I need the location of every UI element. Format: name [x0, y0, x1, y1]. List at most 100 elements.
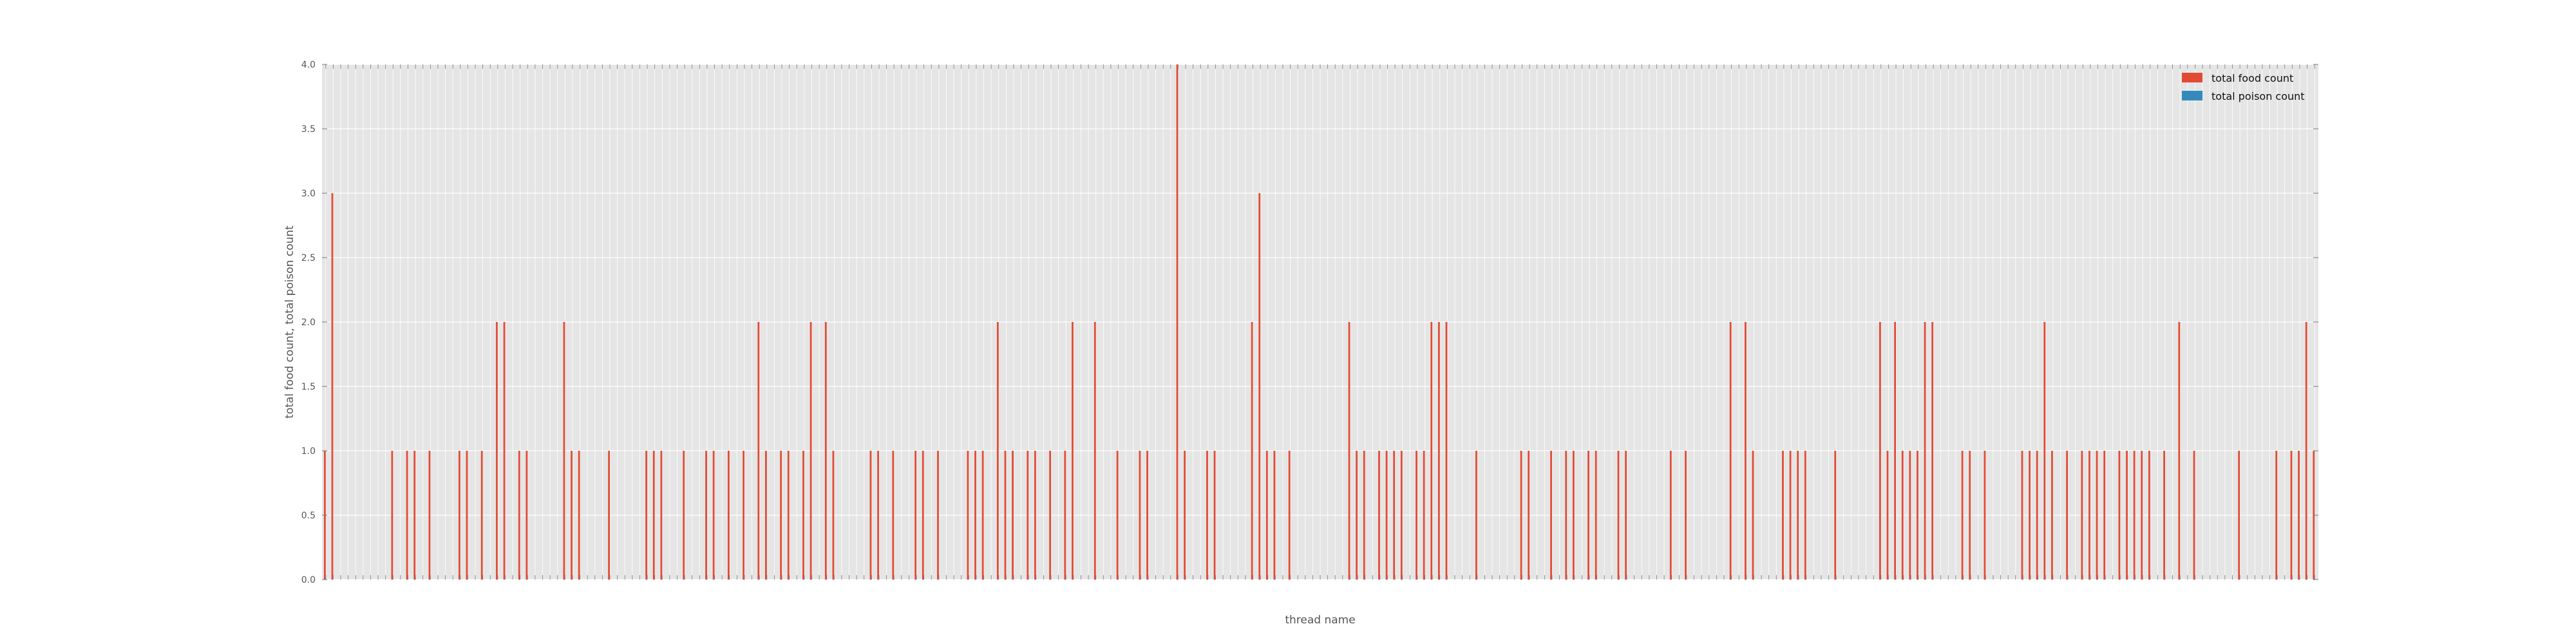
y-tick-label: 2.5 — [301, 253, 316, 263]
bar-food — [1072, 322, 1074, 580]
bar-food — [1206, 451, 1208, 580]
bar-food — [2178, 322, 2181, 580]
bar-food — [496, 322, 498, 580]
bar-food — [2066, 451, 2069, 580]
bar-food — [1049, 451, 1052, 580]
bar-food — [914, 451, 917, 580]
bar-food — [2148, 451, 2150, 580]
bar-food — [2051, 451, 2053, 580]
bar-food — [1984, 451, 1986, 580]
bar-food — [1969, 451, 1971, 580]
bar-food — [743, 451, 744, 580]
bar-food — [406, 451, 408, 580]
bar-food — [757, 322, 760, 580]
y-tick-label: 1.0 — [301, 446, 316, 457]
bar-food — [1804, 451, 1806, 580]
bar-food — [391, 451, 393, 580]
bar-food — [1363, 451, 1365, 580]
bar-food — [1385, 451, 1388, 580]
bar-food — [652, 451, 655, 580]
bar-food — [1961, 451, 1964, 580]
bar-food — [1669, 451, 1672, 580]
bar-food — [518, 451, 520, 580]
bar-food — [660, 451, 663, 580]
bar-food — [712, 451, 715, 580]
bar-food — [1901, 451, 1904, 580]
bar-food — [780, 451, 782, 580]
bar-food — [2118, 451, 2121, 580]
bar-food — [2096, 451, 2098, 580]
bar-food — [1625, 451, 1627, 580]
y-tick-label: 0.0 — [301, 575, 316, 585]
bar-food — [2088, 451, 2090, 580]
bar-food — [1027, 451, 1029, 580]
bar-food — [1378, 451, 1380, 580]
bar-food — [428, 451, 431, 580]
bar-food — [727, 451, 730, 580]
bar-food — [459, 451, 460, 580]
bar-food — [1265, 451, 1268, 580]
bar-food — [974, 451, 976, 580]
bar-food — [2043, 322, 2046, 580]
y-tick-label: 3.5 — [301, 124, 316, 135]
bar-food — [1273, 451, 1276, 580]
bar-food — [1356, 451, 1358, 580]
bar-food — [1789, 451, 1792, 580]
bar-food — [705, 451, 707, 580]
bar-food — [1886, 451, 1889, 580]
bar-food — [892, 451, 895, 580]
bar-food — [832, 451, 835, 580]
bar-food — [331, 193, 334, 580]
bar-food — [877, 451, 879, 580]
bar-food — [1034, 451, 1036, 580]
bar-food — [1004, 451, 1007, 580]
legend: total food count total poison count — [2182, 72, 2305, 102]
bar-food — [2036, 451, 2038, 580]
bar-food — [2133, 451, 2136, 580]
bar-food — [1213, 451, 1216, 580]
bar-food — [1176, 64, 1179, 580]
bar-food — [1184, 451, 1186, 580]
bar-food — [810, 322, 812, 580]
bar-food — [563, 322, 565, 580]
bar-food — [526, 451, 528, 580]
bar-food — [1430, 322, 1433, 580]
bar-food — [1416, 451, 1417, 580]
bar-food — [1917, 451, 1918, 580]
bar-food — [1348, 322, 1350, 580]
bar-food — [1258, 193, 1261, 580]
bar-food — [1587, 451, 1589, 580]
bar-food — [1550, 451, 1552, 580]
bar-food — [480, 451, 483, 580]
y-axis-title: total food count, total poison count — [283, 225, 296, 419]
bar-food — [2081, 451, 2083, 580]
x-axis — [325, 64, 2315, 580]
bar-food — [2029, 451, 2031, 580]
bar-food — [2290, 451, 2293, 580]
bar-food — [2141, 451, 2143, 580]
x-axis-title: thread name — [1285, 614, 1355, 627]
bar-food — [1094, 322, 1096, 580]
bar-food — [1064, 451, 1066, 580]
bar-food — [1595, 451, 1597, 580]
bar-food — [1879, 322, 1881, 580]
bar-food — [1423, 451, 1425, 580]
bar-food — [2193, 451, 2195, 580]
bar-food — [1116, 451, 1119, 580]
bar-food — [1572, 451, 1575, 580]
bar-food — [2021, 451, 2023, 580]
bar-food — [1834, 451, 1837, 580]
bar-food — [578, 451, 580, 580]
bar-food — [1251, 322, 1253, 580]
legend-swatch-food — [2182, 73, 2202, 82]
bar-food — [466, 451, 468, 580]
bar-food — [2238, 451, 2240, 580]
bar-food — [1685, 451, 1687, 580]
bar-food — [1909, 451, 1911, 580]
bar-food — [413, 451, 416, 580]
bar-food — [1617, 451, 1620, 580]
bar-food — [1931, 322, 1934, 580]
bar-food — [996, 322, 999, 580]
y-tick-label: 4.0 — [301, 60, 316, 70]
